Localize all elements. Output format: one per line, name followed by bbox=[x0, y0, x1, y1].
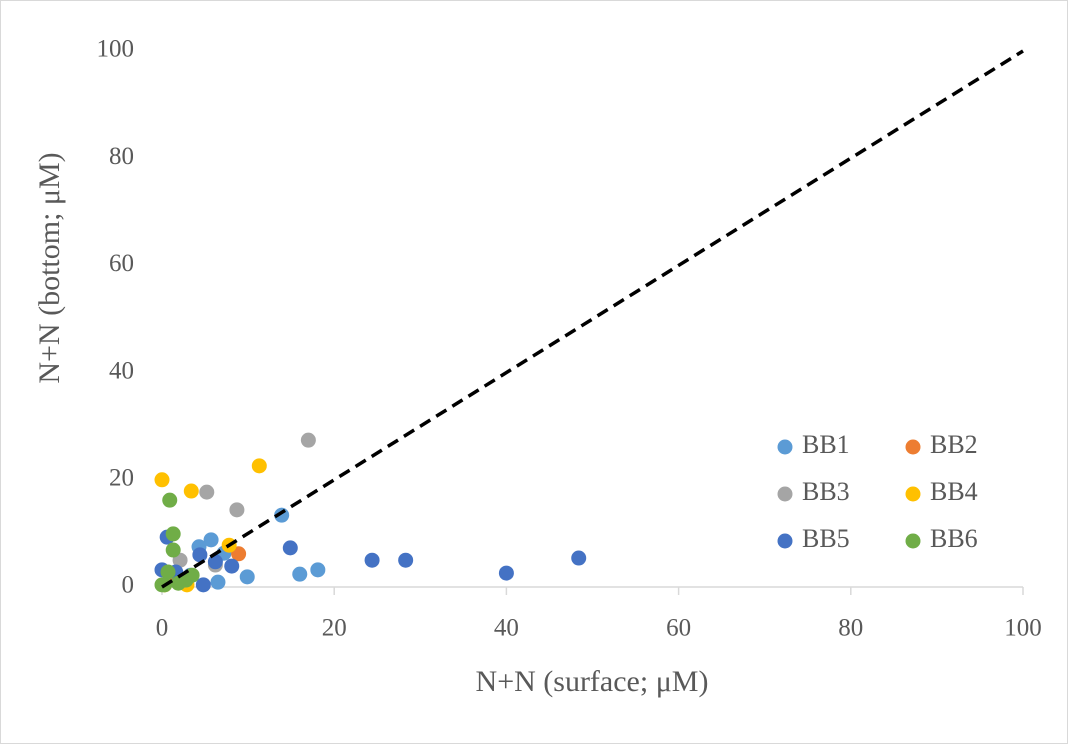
x-tick-label: 100 bbox=[1004, 615, 1042, 642]
y-tick-label: 40 bbox=[109, 357, 134, 384]
x-tick-label: 20 bbox=[322, 615, 347, 642]
legend-label: BB4 bbox=[930, 477, 978, 506]
point bbox=[160, 564, 176, 580]
point bbox=[310, 562, 326, 578]
point bbox=[162, 492, 178, 508]
point bbox=[498, 565, 514, 581]
legend-marker bbox=[777, 486, 793, 502]
point bbox=[195, 577, 211, 593]
point bbox=[165, 542, 181, 558]
point bbox=[292, 566, 308, 582]
x-tick-label: 80 bbox=[838, 615, 863, 642]
legend-label: BB6 bbox=[930, 524, 978, 553]
point bbox=[154, 577, 170, 593]
legend-marker bbox=[905, 486, 921, 502]
point bbox=[239, 569, 255, 585]
point bbox=[224, 558, 240, 574]
point bbox=[282, 540, 298, 556]
legend-label: BB2 bbox=[930, 430, 978, 459]
point bbox=[154, 472, 170, 488]
point bbox=[210, 574, 226, 590]
point bbox=[183, 483, 199, 499]
point bbox=[229, 502, 245, 518]
legend-label: BB3 bbox=[802, 477, 850, 506]
point bbox=[199, 484, 215, 500]
y-tick-label: 60 bbox=[109, 250, 134, 277]
x-tick-label: 60 bbox=[666, 615, 691, 642]
point bbox=[165, 526, 181, 542]
point bbox=[203, 532, 219, 548]
x-tick-label: 40 bbox=[494, 615, 519, 642]
point bbox=[571, 550, 587, 566]
point bbox=[398, 552, 414, 568]
legend-marker bbox=[905, 533, 921, 549]
y-tick-label: 100 bbox=[97, 36, 135, 63]
point bbox=[192, 547, 208, 563]
y-axis-title: N+N (bottom; μM) bbox=[33, 152, 66, 383]
x-tick-label: 0 bbox=[156, 615, 169, 642]
y-tick-label: 20 bbox=[109, 465, 134, 492]
point bbox=[300, 432, 316, 448]
x-axis-title: N+N (surface; μM) bbox=[476, 665, 709, 698]
legend-label: BB1 bbox=[802, 430, 850, 459]
y-tick-label: 80 bbox=[109, 143, 134, 170]
one-to-one-line bbox=[161, 49, 1024, 589]
legend-marker bbox=[777, 533, 793, 549]
point bbox=[170, 575, 186, 591]
point bbox=[364, 552, 380, 568]
legend-marker bbox=[905, 439, 921, 455]
point bbox=[251, 458, 267, 474]
legend-label: BB5 bbox=[802, 524, 850, 553]
legend-marker bbox=[777, 439, 793, 455]
y-tick-label: 0 bbox=[122, 572, 135, 599]
point bbox=[207, 554, 223, 570]
